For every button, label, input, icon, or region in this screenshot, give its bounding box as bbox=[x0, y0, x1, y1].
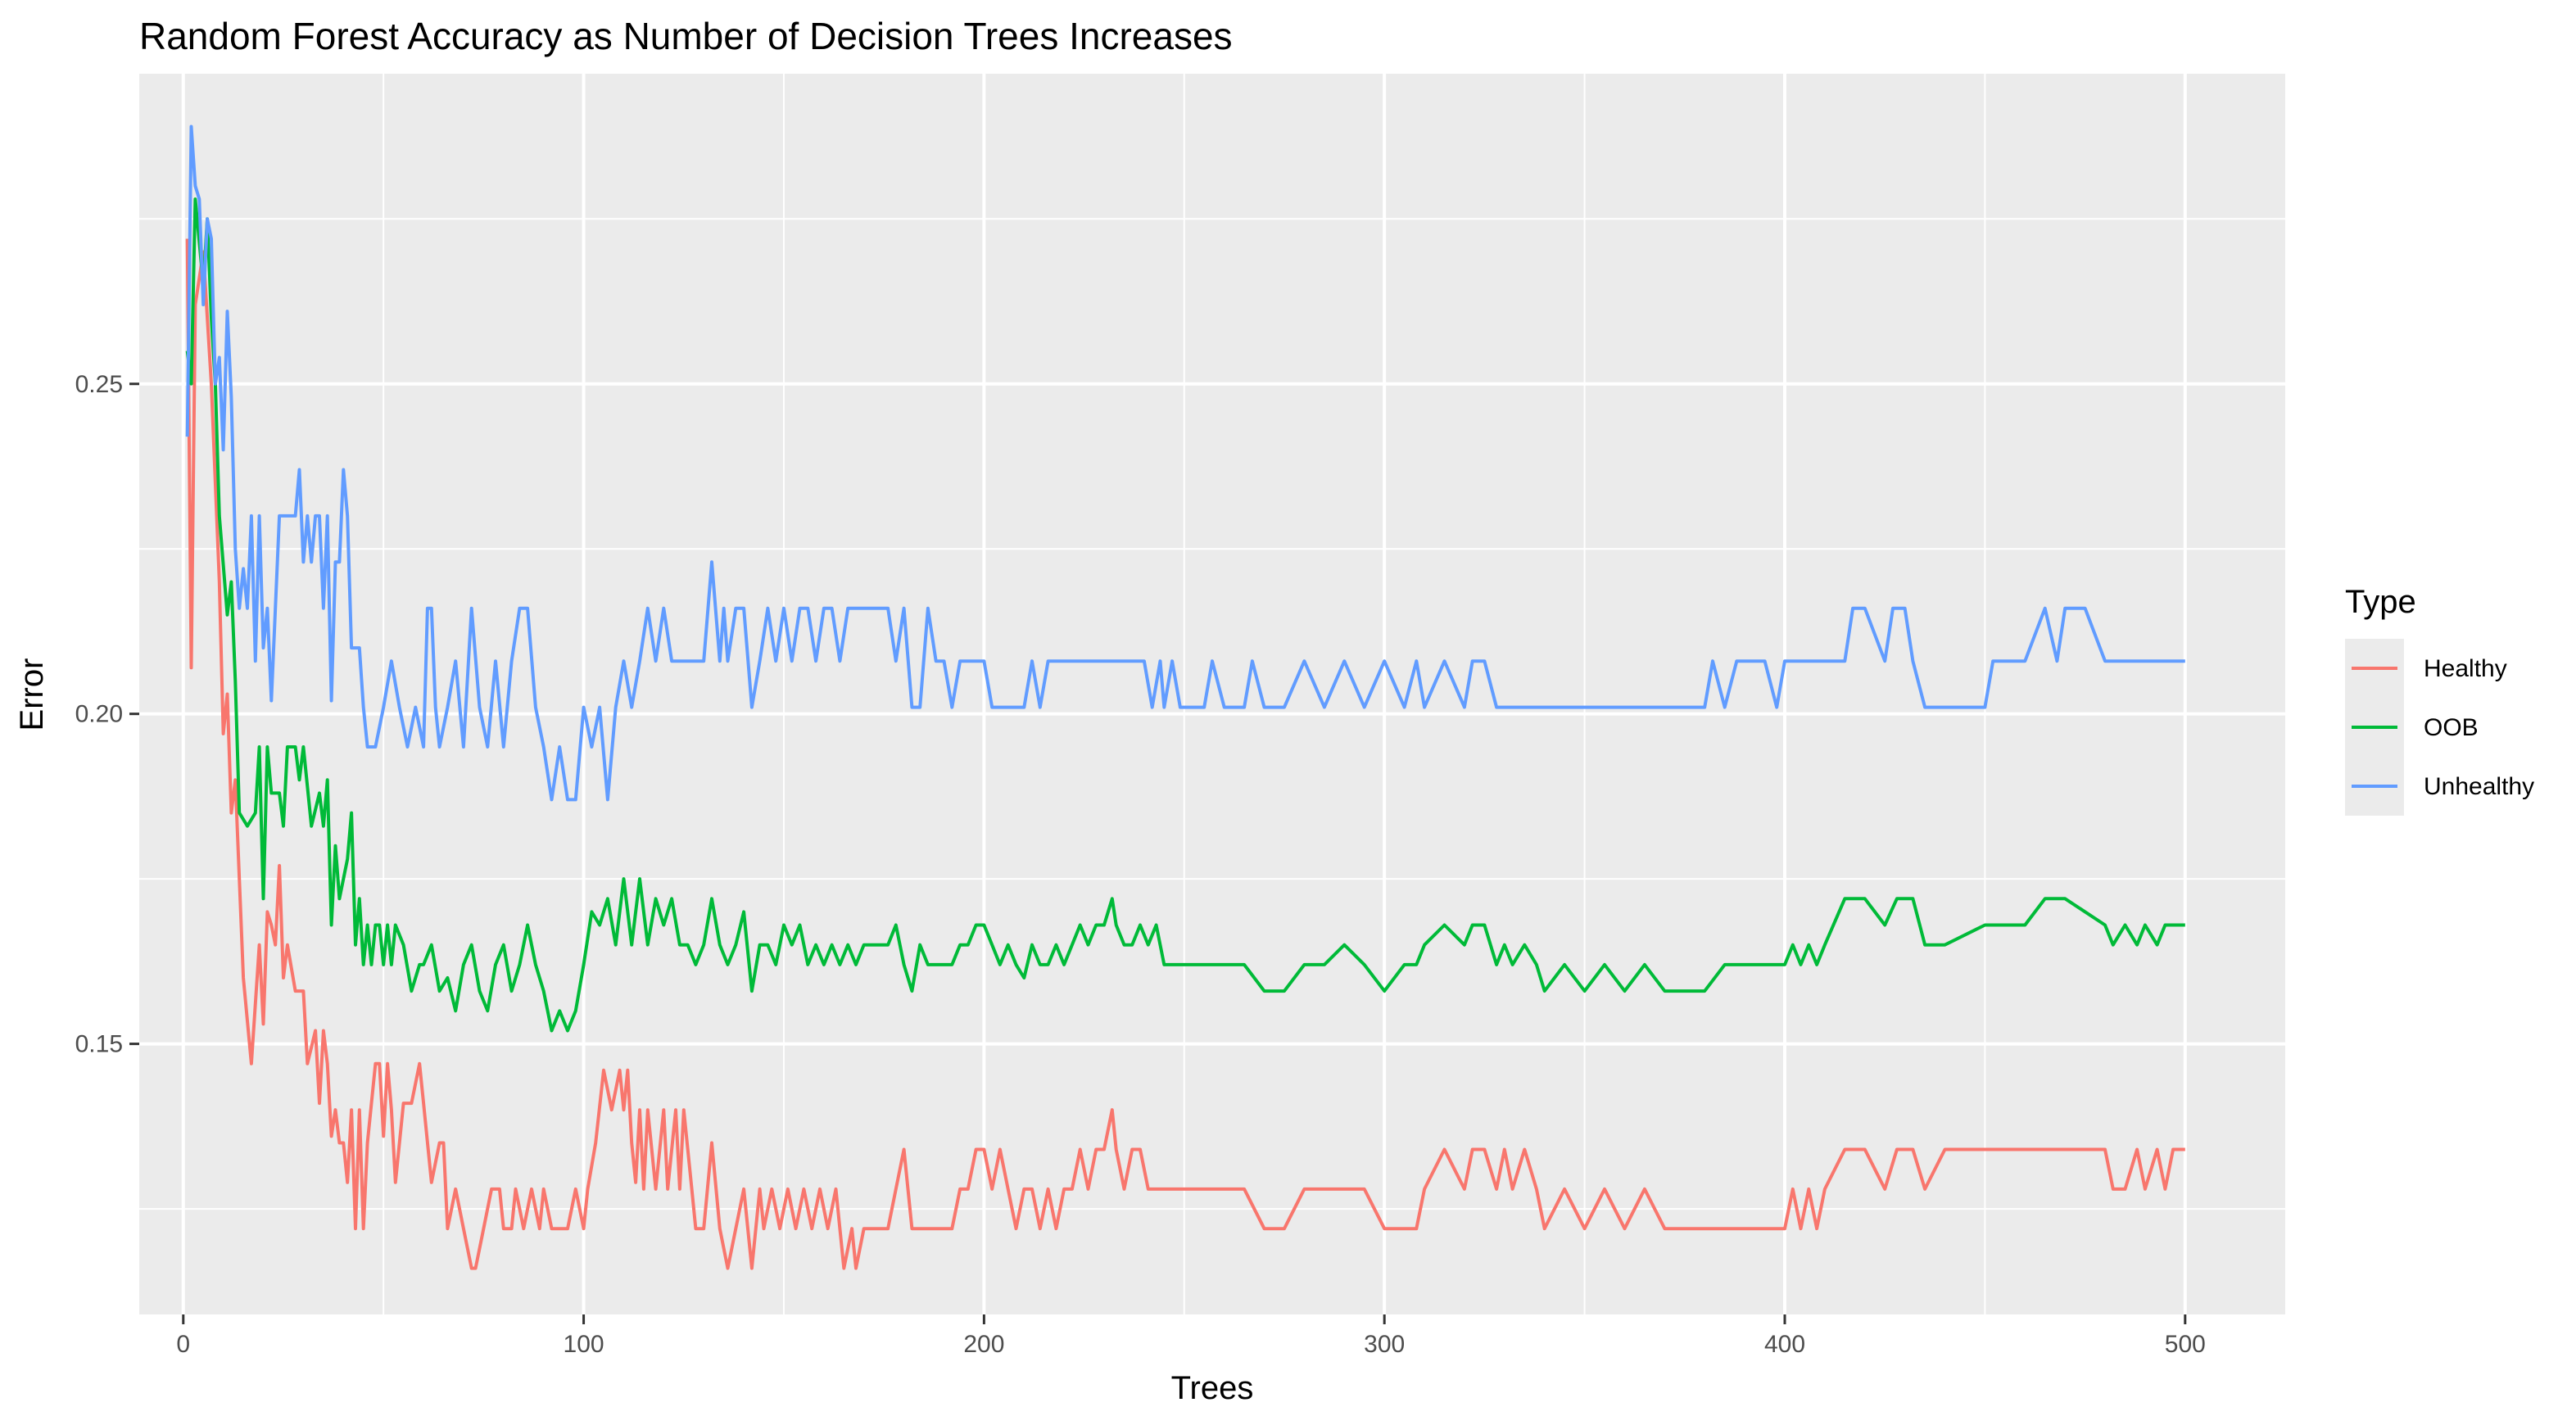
legend-label-unhealthy: Unhealthy bbox=[2424, 773, 2534, 800]
x-tick-label: 500 bbox=[2165, 1331, 2206, 1358]
series-line-healthy bbox=[185, 238, 2185, 1270]
legend-label-healthy: Healthy bbox=[2424, 655, 2507, 682]
legend-title: Type bbox=[2345, 584, 2416, 620]
series-line-unhealthy bbox=[185, 124, 2185, 802]
y-tick-label: 0.20 bbox=[75, 701, 123, 728]
x-tick-label: 400 bbox=[1764, 1331, 1805, 1358]
x-axis: 0 100 200 300 400 500 bbox=[176, 1314, 2206, 1358]
legend-items: Healthy OOB Unhealthy bbox=[2345, 639, 2534, 816]
grid-major bbox=[139, 74, 2285, 1314]
y-tick-label: 0.15 bbox=[75, 1031, 123, 1058]
x-tick-label: 0 bbox=[176, 1331, 190, 1358]
y-axis: 0.15 0.20 0.25 bbox=[75, 371, 139, 1058]
series-line-oob bbox=[185, 197, 2185, 1033]
plot-panel bbox=[139, 74, 2285, 1314]
y-tick-label: 0.25 bbox=[75, 371, 123, 398]
x-axis-title: Trees bbox=[1171, 1370, 1254, 1406]
legend-label-oob: OOB bbox=[2424, 714, 2479, 741]
series-lines bbox=[185, 124, 2185, 1270]
chart-title: Random Forest Accuracy as Number of Deci… bbox=[139, 15, 1233, 57]
legend: Type Healthy OOB Unhealthy bbox=[2345, 584, 2534, 816]
grid-minor bbox=[139, 74, 2285, 1314]
x-tick-label: 200 bbox=[963, 1331, 1004, 1358]
y-axis-title: Error bbox=[14, 658, 50, 731]
x-tick-label: 100 bbox=[564, 1331, 604, 1358]
x-tick-label: 300 bbox=[1364, 1331, 1405, 1358]
